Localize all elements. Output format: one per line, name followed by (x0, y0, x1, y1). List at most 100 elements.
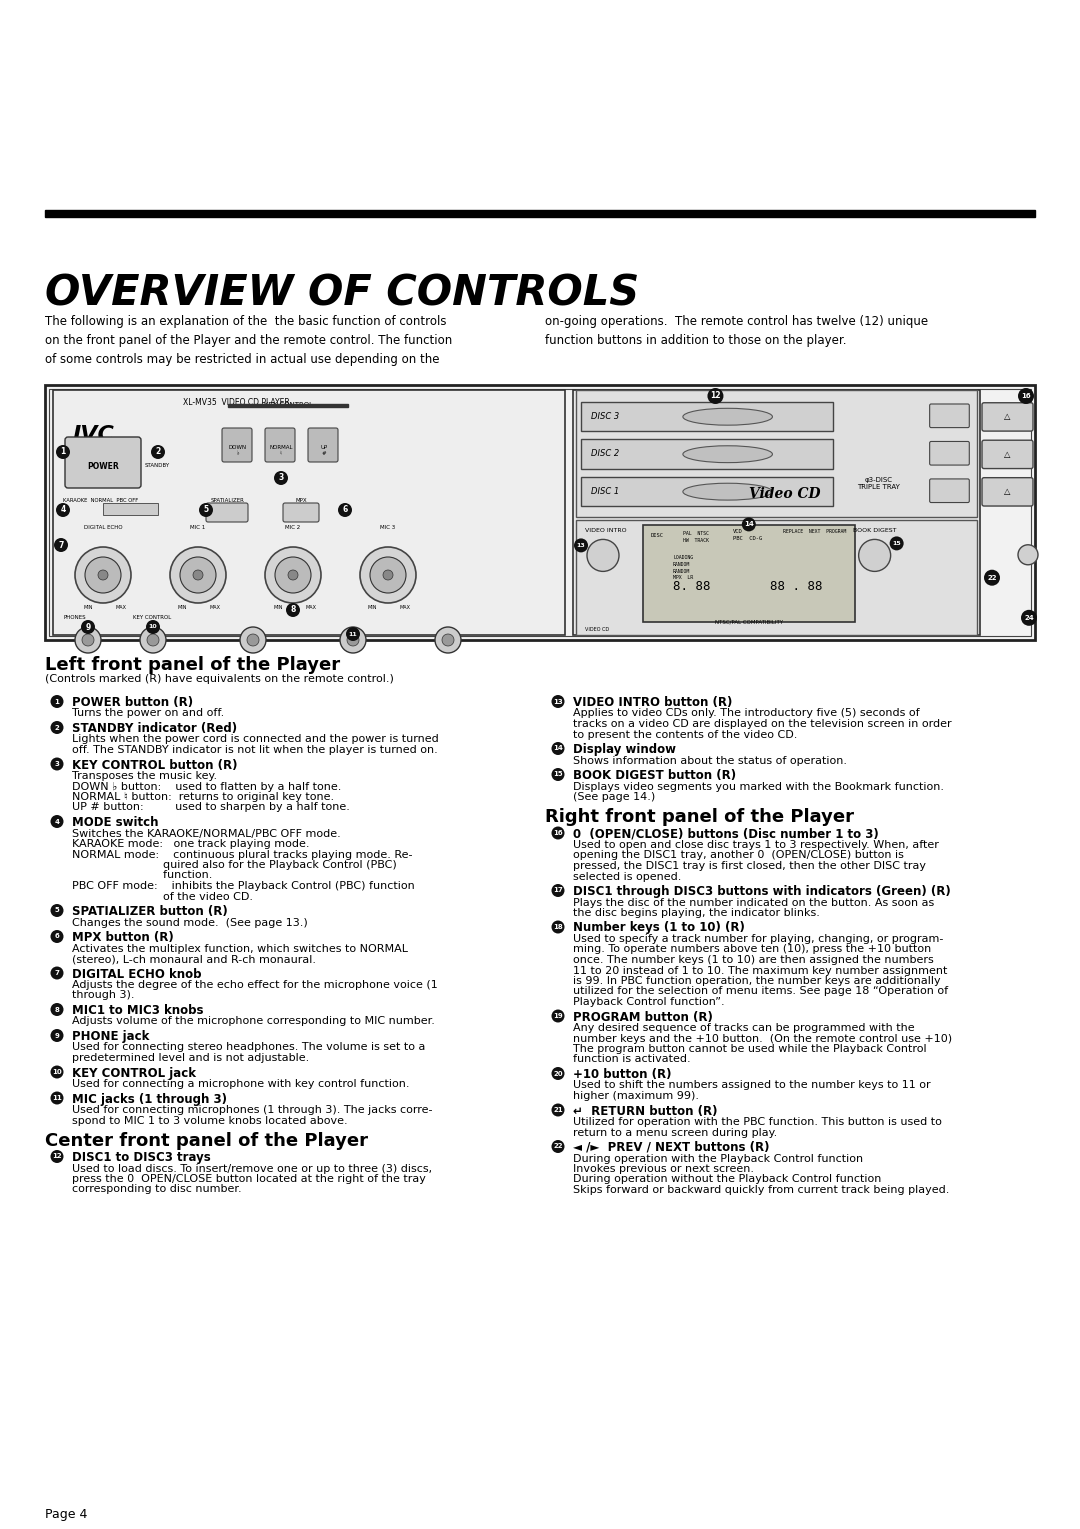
Circle shape (552, 920, 565, 934)
Circle shape (435, 627, 461, 653)
Circle shape (51, 1029, 64, 1041)
Text: LOADING
RANDOM
RANDOM
MPX  LR: LOADING RANDOM RANDOM MPX LR (673, 555, 693, 579)
Text: +10 button (R): +10 button (R) (573, 1067, 672, 1081)
Text: MIC 1: MIC 1 (190, 524, 205, 531)
Circle shape (75, 547, 131, 602)
Text: MIC 2: MIC 2 (285, 524, 300, 531)
Text: Used for connecting microphones (1 through 3). The jacks corre-: Used for connecting microphones (1 throu… (72, 1105, 432, 1115)
Circle shape (383, 570, 393, 579)
Bar (643, 526, 854, 622)
Text: Used to specify a track number for playing, changing, or program-: Used to specify a track number for playi… (573, 934, 943, 943)
Circle shape (170, 547, 226, 602)
Text: OVERVIEW OF CONTROLS: OVERVIEW OF CONTROLS (45, 272, 639, 313)
Text: NORMAL
♮: NORMAL ♮ (269, 445, 293, 456)
Text: 3: 3 (279, 474, 284, 483)
Text: Center front panel of the Player: Center front panel of the Player (45, 1131, 368, 1150)
Text: 1: 1 (60, 448, 66, 457)
Text: 6: 6 (342, 506, 348, 514)
Circle shape (265, 547, 321, 602)
Circle shape (552, 768, 565, 781)
Circle shape (984, 570, 1000, 586)
Text: MAX: MAX (400, 605, 411, 610)
Text: utilized for the selection of menu items. See page 18 “Operation of: utilized for the selection of menu items… (573, 986, 948, 997)
FancyBboxPatch shape (982, 440, 1032, 468)
Text: is 99. In PBC function operation, the number keys are additionally: is 99. In PBC function operation, the nu… (573, 976, 941, 986)
Circle shape (51, 1092, 64, 1104)
Text: (Controls marked (R) have equivalents on the remote control.): (Controls marked (R) have equivalents on… (45, 674, 394, 683)
Circle shape (552, 1104, 565, 1116)
Circle shape (85, 557, 121, 593)
Text: Page 4: Page 4 (45, 1508, 87, 1521)
Text: Turns the power on and off.: Turns the power on and off. (72, 708, 225, 719)
Text: 22: 22 (987, 575, 997, 581)
Text: MPX: MPX (295, 498, 307, 503)
Text: predetermined level and is not adjustable.: predetermined level and is not adjustabl… (72, 1053, 309, 1063)
FancyBboxPatch shape (930, 442, 969, 465)
Text: Number keys (1 to 10) (R): Number keys (1 to 10) (R) (573, 922, 745, 934)
Circle shape (98, 570, 108, 579)
Bar (573, 390, 980, 635)
Text: Used to open and close disc trays 1 to 3 respectively. When, after: Used to open and close disc trays 1 to 3… (573, 839, 939, 850)
Text: opening the DISC1 tray, another 0  (OPEN/CLOSE) button is: opening the DISC1 tray, another 0 (OPEN/… (573, 850, 904, 861)
Text: MPX button (R): MPX button (R) (72, 931, 174, 943)
Text: 7: 7 (55, 969, 59, 976)
Text: The following is an explanation of the  the basic function of controls
on the fr: The following is an explanation of the t… (45, 315, 453, 365)
Text: press the 0  OPEN/CLOSE button located at the right of the tray: press the 0 OPEN/CLOSE button located at… (72, 1174, 426, 1183)
Text: higher (maximum 99).: higher (maximum 99). (573, 1092, 699, 1101)
Bar (576, 520, 977, 635)
Text: Lights when the power cord is connected and the power is turned: Lights when the power cord is connected … (72, 734, 438, 745)
Text: Used for connecting a microphone with key control function.: Used for connecting a microphone with ke… (72, 1079, 409, 1089)
Text: 14: 14 (553, 746, 563, 751)
Text: JVC: JVC (73, 425, 114, 445)
Text: Playback Control function”.: Playback Control function”. (573, 997, 725, 1008)
Text: MAX: MAX (210, 605, 221, 610)
Bar (49, 388, 1031, 636)
Text: 10: 10 (149, 624, 158, 630)
Circle shape (742, 517, 756, 532)
Text: (See page 14.): (See page 14.) (573, 792, 656, 803)
Text: the disc begins playing, the indicator blinks.: the disc begins playing, the indicator b… (573, 908, 820, 917)
Text: XL-MV35  VIDEO CD PLAYER: XL-MV35 VIDEO CD PLAYER (183, 398, 289, 407)
Text: tracks on a video CD are displayed on the television screen in order: tracks on a video CD are displayed on th… (573, 719, 951, 729)
Text: 7: 7 (58, 540, 64, 549)
Text: 4: 4 (54, 818, 59, 824)
Text: PHONES: PHONES (63, 615, 85, 619)
Circle shape (442, 635, 454, 645)
Text: Any desired sequence of tracks can be programmed with the: Any desired sequence of tracks can be pr… (573, 1023, 915, 1034)
Text: Adjusts volume of the microphone corresponding to MIC number.: Adjusts volume of the microphone corresp… (72, 1017, 435, 1026)
Text: KEY CONTROL jack: KEY CONTROL jack (72, 1067, 195, 1079)
Text: MIN: MIN (83, 605, 93, 610)
Text: MIC jacks (1 through 3): MIC jacks (1 through 3) (72, 1093, 227, 1105)
Text: DISC 3: DISC 3 (591, 411, 619, 420)
Circle shape (1018, 544, 1038, 564)
Text: UP
#: UP # (321, 445, 327, 456)
Text: DOWN ♭ button:    used to flatten by a half tone.: DOWN ♭ button: used to flatten by a half… (72, 781, 341, 792)
Text: STANDBY: STANDBY (145, 463, 171, 468)
Text: number keys and the +10 button.  (On the remote control use +10): number keys and the +10 button. (On the … (573, 1034, 953, 1043)
Circle shape (347, 635, 359, 645)
Circle shape (247, 635, 259, 645)
Text: VIDEO INTRO button (R): VIDEO INTRO button (R) (573, 696, 732, 709)
Text: MIN: MIN (368, 605, 378, 610)
Circle shape (552, 742, 565, 755)
Text: DOWN
♭: DOWN ♭ (229, 445, 247, 456)
FancyBboxPatch shape (982, 402, 1032, 431)
Text: 21: 21 (553, 1107, 563, 1113)
Text: MIC1 to MIC3 knobs: MIC1 to MIC3 knobs (72, 1005, 203, 1017)
Text: MAX: MAX (114, 605, 126, 610)
Text: Skips forward or backward quickly from current track being played.: Skips forward or backward quickly from c… (573, 1185, 949, 1196)
Text: SPATIALIZER button (R): SPATIALIZER button (R) (72, 905, 228, 917)
Text: Activates the multiplex function, which switches to NORMAL: Activates the multiplex function, which … (72, 943, 408, 954)
Text: 12: 12 (711, 391, 720, 401)
Text: 11 to 20 instead of 1 to 10. The maximum key number assignment: 11 to 20 instead of 1 to 10. The maximum… (573, 965, 947, 976)
Text: VIDEO INTRO: VIDEO INTRO (585, 529, 626, 534)
FancyBboxPatch shape (283, 503, 319, 521)
Circle shape (275, 557, 311, 593)
Text: 2: 2 (55, 725, 59, 731)
Text: 2: 2 (156, 448, 161, 457)
Text: PHONE jack: PHONE jack (72, 1031, 149, 1043)
Text: MIC 3: MIC 3 (380, 524, 395, 531)
Text: Display window: Display window (573, 743, 676, 755)
Circle shape (56, 445, 70, 459)
Circle shape (340, 627, 366, 653)
